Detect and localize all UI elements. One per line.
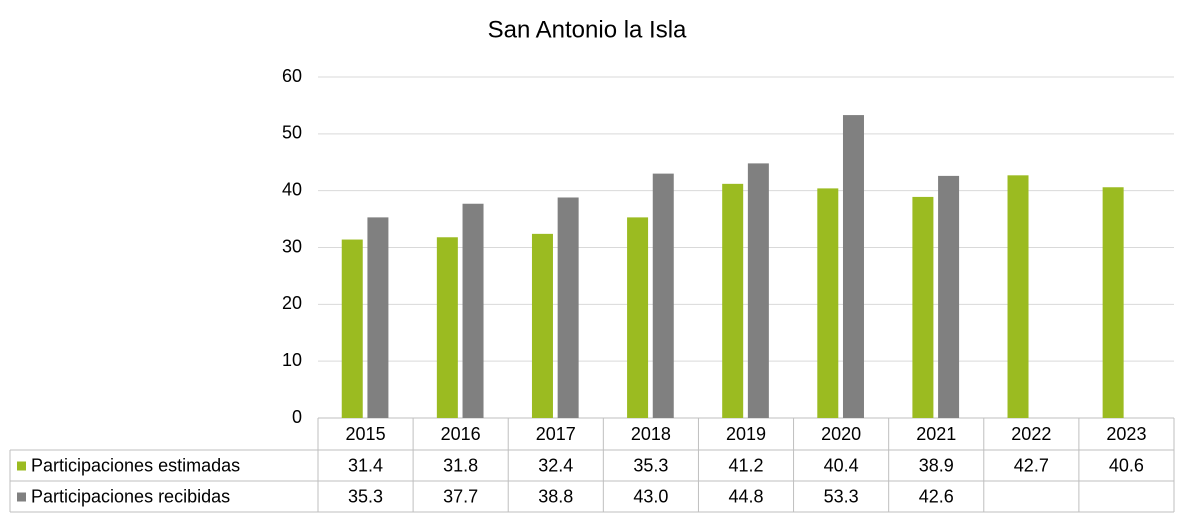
bar <box>531 233 553 418</box>
table-value: 40.6 <box>1109 455 1144 475</box>
x-tick-label: 2017 <box>536 424 576 444</box>
bar <box>557 197 579 418</box>
bar <box>341 239 363 418</box>
table-value: 53.3 <box>824 486 859 506</box>
table-value: 35.3 <box>633 455 668 475</box>
x-tick-label: 2022 <box>1011 424 1051 444</box>
legend-marker <box>17 492 26 502</box>
x-tick-label: 2016 <box>441 424 481 444</box>
bar <box>367 217 389 418</box>
bar <box>747 163 769 418</box>
bar <box>817 188 839 418</box>
bar <box>842 115 864 418</box>
legend-marker <box>17 461 26 471</box>
bar <box>722 183 744 418</box>
table-value: 42.7 <box>1014 455 1049 475</box>
x-tick-label: 2020 <box>821 424 861 444</box>
table-value: 44.8 <box>728 486 763 506</box>
y-tick-label: 50 <box>282 123 302 143</box>
y-tick-label: 30 <box>282 236 302 256</box>
table-value: 43.0 <box>633 486 668 506</box>
x-tick-label: 2019 <box>726 424 766 444</box>
x-tick-label: 2018 <box>631 424 671 444</box>
y-tick-label: 60 <box>282 66 302 86</box>
y-tick-label: 20 <box>282 293 302 313</box>
table-value: 32.4 <box>538 455 573 475</box>
legend-label: Participaciones recibidas <box>31 486 230 506</box>
table-value: 42.6 <box>919 486 954 506</box>
bar <box>462 203 484 418</box>
table-value: 37.7 <box>443 486 478 506</box>
table-value: 31.8 <box>443 455 478 475</box>
bar <box>912 196 934 418</box>
table-value: 38.8 <box>538 486 573 506</box>
table-value: 35.3 <box>348 486 383 506</box>
y-tick-label: 0 <box>292 407 302 427</box>
bar <box>627 217 649 418</box>
bar <box>436 237 458 418</box>
bar <box>1102 187 1124 418</box>
y-tick-label: 10 <box>282 350 302 370</box>
table-value: 31.4 <box>348 455 383 475</box>
y-tick-label: 40 <box>282 179 302 199</box>
table-value: 40.4 <box>824 455 859 475</box>
legend-label: Participaciones estimadas <box>31 455 240 475</box>
x-tick-label: 2015 <box>346 424 386 444</box>
bar <box>938 175 960 418</box>
chart-title: San Antonio la Isla <box>488 16 687 43</box>
table-value: 41.2 <box>728 455 763 475</box>
bar <box>1007 175 1029 418</box>
x-tick-label: 2023 <box>1106 424 1146 444</box>
x-tick-label: 2021 <box>916 424 956 444</box>
table-value: 38.9 <box>919 455 954 475</box>
bar <box>652 173 674 418</box>
